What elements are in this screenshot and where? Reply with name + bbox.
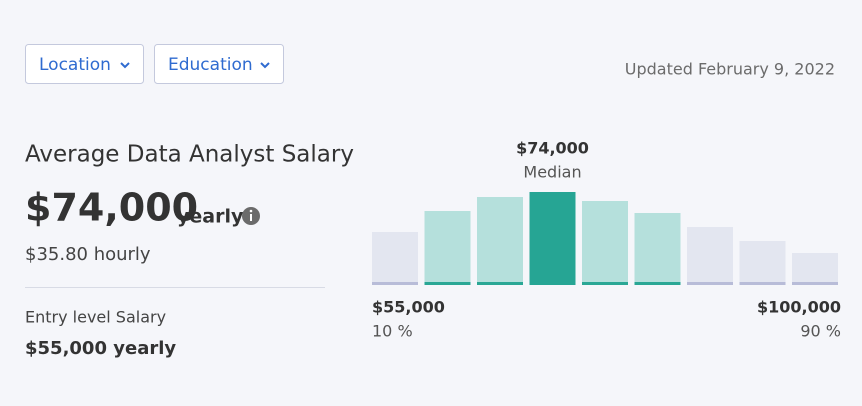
bar-base — [792, 282, 838, 285]
bar-base — [477, 282, 523, 285]
bar-base — [687, 282, 733, 285]
salary-title: Average Data Analyst Salary — [25, 142, 354, 168]
bar — [477, 197, 523, 285]
hourly-rate: $35.80 hourly — [25, 244, 151, 265]
info-icon[interactable] — [242, 207, 260, 225]
bar — [582, 201, 628, 285]
low-value: $55,000 — [372, 298, 445, 317]
filter-label[interactable]: Location — [39, 55, 111, 75]
bar-base — [529, 282, 576, 285]
high-percentile: 90 % — [800, 322, 841, 341]
bar — [687, 227, 733, 285]
high-value: $100,000 — [757, 298, 841, 317]
bar — [739, 241, 786, 285]
bar — [529, 192, 576, 285]
bar-base — [634, 282, 681, 285]
entry-label: Entry level Salary — [25, 308, 166, 327]
bar — [792, 253, 838, 285]
updated-date: Updated February 9, 2022 — [625, 60, 835, 79]
median-value: $74,000 — [516, 139, 589, 158]
entry-value: $55,000 yearly — [25, 338, 176, 359]
education-filter[interactable]: Education — [154, 44, 284, 84]
bar — [372, 232, 418, 285]
bar-base — [582, 282, 628, 285]
bar-base — [739, 282, 786, 285]
median-label: Median — [523, 163, 581, 182]
bar — [424, 211, 471, 285]
filter-label[interactable]: Education — [168, 55, 253, 75]
bar-base — [372, 282, 418, 285]
salary-period: yearly — [177, 206, 244, 228]
salary-amount: $74,000 — [25, 186, 198, 230]
low-percentile: 10 % — [372, 322, 413, 341]
bar — [634, 213, 681, 285]
bar-base — [424, 282, 471, 285]
location-filter[interactable]: Location — [25, 44, 144, 84]
